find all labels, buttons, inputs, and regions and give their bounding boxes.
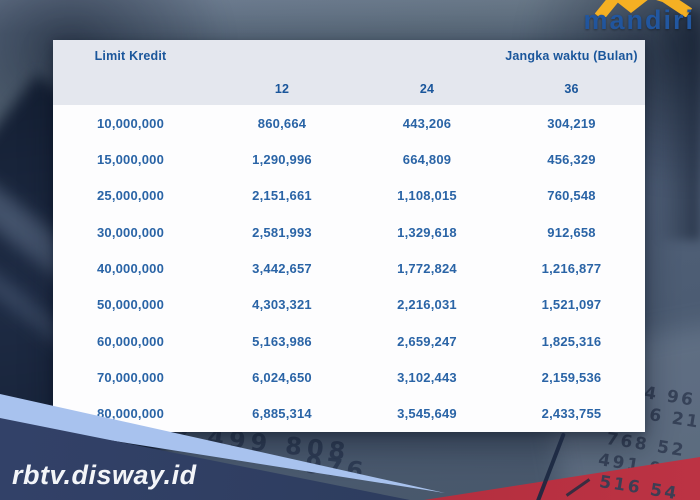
installment-value: 5,163,986	[252, 333, 312, 349]
installment-table: Limit Kredit Jangka waktu (Bulan) 12 24 …	[53, 40, 645, 432]
installment-value: 1,772,824	[397, 260, 457, 276]
limit-value: 10,000,000	[96, 115, 165, 131]
installment-value: 6,024,650	[252, 369, 312, 385]
limit-value: 70,000,000	[96, 369, 165, 385]
installment-value: 2,216,031	[397, 297, 457, 313]
table-row: 50,000,000 4,303,321 2,216,031 1,521,097	[53, 287, 645, 323]
header-tenor-24: 24	[419, 81, 435, 96]
installment-value: 860,664	[257, 115, 307, 131]
installment-value: 3,102,443	[397, 369, 457, 385]
mandiri-logo-text: mandiri	[583, 5, 695, 35]
installment-value: 1,290,996	[252, 151, 312, 167]
installment-value: 1,216,877	[541, 260, 602, 276]
background-dark-edge	[658, 10, 700, 240]
installment-value: 664,809	[402, 151, 452, 167]
installment-value: 6,885,314	[252, 406, 312, 422]
installment-value: 2,433,755	[541, 406, 602, 422]
table-header: Limit Kredit Jangka waktu (Bulan) 12 24 …	[53, 40, 645, 105]
installment-value: 2,659,247	[397, 333, 457, 349]
installment-value: 1,329,618	[397, 224, 457, 240]
installment-value: 2,151,661	[252, 188, 312, 204]
table-row: 40,000,000 3,442,657 1,772,824 1,216,877	[53, 250, 645, 286]
installment-value: 3,442,657	[252, 260, 312, 276]
table-row: 30,000,000 2,581,993 1,329,618 912,658	[53, 214, 645, 250]
installment-value: 1,825,316	[541, 333, 602, 349]
header-jangka-waktu: Jangka waktu (Bulan)	[505, 49, 638, 63]
installment-value: 1,521,097	[541, 297, 602, 313]
header-tenor-12: 12	[274, 81, 290, 96]
installment-value: 456,329	[547, 151, 596, 167]
header-limit-kredit: Limit Kredit	[94, 49, 167, 63]
table-row: 80,000,000 6,885,314 3,545,649 2,433,755	[53, 396, 645, 432]
table-row: 70,000,000 6,024,650 3,102,443 2,159,536	[53, 359, 645, 395]
table-row: 25,000,000 2,151,661 1,108,015 760,548	[53, 178, 645, 214]
installment-value: 2,159,536	[541, 369, 602, 385]
installment-value: 3,545,649	[397, 406, 457, 422]
limit-value: 15,000,000	[96, 151, 165, 167]
installment-value: 912,658	[547, 224, 596, 240]
limit-value: 30,000,000	[96, 224, 165, 240]
limit-value: 60,000,000	[96, 333, 165, 349]
installment-value: 304,219	[547, 115, 596, 131]
limit-value: 25,000,000	[96, 188, 165, 204]
table-body: 10,000,000 860,664 443,206 304,219 15,000,00…	[53, 105, 645, 432]
installment-value: 2,581,993	[252, 224, 312, 240]
installment-value: 4,303,321	[252, 297, 312, 313]
table-row: 15,000,000 1,290,996 664,809 456,329	[53, 141, 645, 177]
limit-value: 50,000,000	[96, 297, 165, 313]
installment-value: 443,206	[402, 115, 452, 131]
mandiri-logo: mandiri	[555, 0, 697, 35]
table-row: 10,000,000 860,664 443,206 304,219	[53, 105, 645, 141]
installment-value: 760,548	[547, 188, 596, 204]
limit-value: 40,000,000	[96, 260, 165, 276]
header-tenor-36: 36	[564, 81, 579, 96]
limit-value: 80,000,000	[96, 406, 165, 422]
site-watermark: rbtv.disway.id	[12, 460, 197, 490]
installment-value: 1,108,015	[397, 188, 457, 204]
table-row: 60,000,000 5,163,986 2,659,247 1,825,316	[53, 323, 645, 359]
